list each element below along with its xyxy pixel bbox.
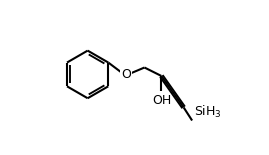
Text: O: O [121,68,131,81]
Text: SiH$_3$: SiH$_3$ [194,104,221,120]
Text: OH: OH [152,94,171,107]
